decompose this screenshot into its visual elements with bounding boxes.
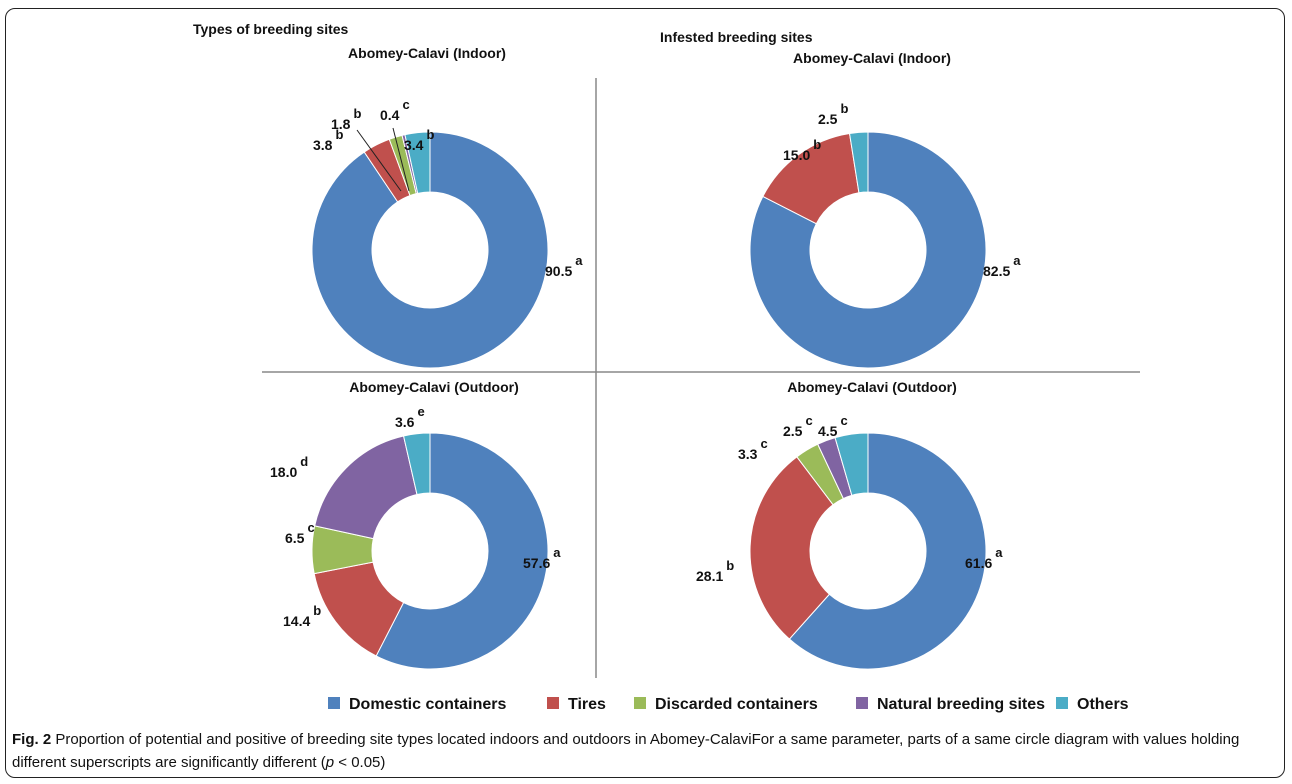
slice-value-label: 57.6: [523, 555, 550, 571]
legend-swatch: [634, 697, 646, 709]
slice-superscript: c: [760, 436, 767, 451]
legend: Domestic containers Tires Discarded contai…: [328, 696, 1129, 713]
donut-chart-3: Abomey-Calavi (Outdoor) 57.6a 14.4b 6.5c 18.…: [270, 379, 561, 670]
slice-others: [402, 432, 431, 496]
caption-p-symbol: p: [325, 754, 335, 771]
slice-value-label: 3.8: [313, 137, 333, 153]
slice-superscript: b: [726, 558, 734, 573]
chart-title: Abomey-Calavi (Indoor): [793, 50, 951, 66]
donut-chart-1: Abomey-Calavi (Indoor)90.5a3.8b1.8b 0.4c3…: [311, 45, 583, 369]
legend-swatch: [547, 697, 559, 709]
legend-label: Natural breeding sites: [877, 696, 1045, 713]
slice-superscript: b: [840, 101, 848, 116]
legend-swatch: [1056, 697, 1068, 709]
slice-others: [848, 131, 869, 194]
caption-text-end: < 0.05): [334, 754, 386, 771]
charts-group: Abomey-Calavi (Indoor)90.5a3.8b1.8b 0.4c3…: [270, 45, 1021, 670]
leader-line: [356, 129, 402, 192]
slice-superscript: a: [1013, 253, 1021, 268]
slice-domestic-containers: [788, 432, 987, 670]
slice-superscript: b: [353, 106, 361, 121]
chart-title: Abomey-Calavi (Outdoor): [349, 379, 519, 395]
slice-value-label: 4.5: [818, 423, 838, 439]
legend-label: Domestic containers: [349, 696, 506, 713]
legend-label: Discarded containers: [655, 696, 818, 713]
slice-superscript: a: [553, 545, 561, 560]
slice-value-label: 14.4: [283, 613, 310, 629]
slice-others: [834, 432, 869, 496]
figure-frame: [5, 8, 1285, 778]
slice-value-label: 82.5: [983, 263, 1010, 279]
slice-superscript: c: [805, 413, 812, 428]
slice-value-label: 15.0: [783, 147, 810, 163]
chart-title: Abomey-Calavi (Outdoor): [787, 379, 957, 395]
slice-value-label: 18.0: [270, 464, 297, 480]
slice-value-label: 3.4: [404, 137, 424, 153]
slice-superscript: a: [995, 545, 1003, 560]
slice-value-label: 3.3: [738, 446, 758, 462]
slice-domestic-containers: [375, 432, 549, 670]
slice-value-label: 1.8: [331, 116, 351, 132]
chart-title: Abomey-Calavi (Indoor): [348, 45, 506, 61]
slice-superscript: b: [313, 603, 321, 618]
slice-superscript: b: [335, 127, 343, 142]
legend-label: Others: [1077, 696, 1129, 713]
slice-value-label: 3.6: [395, 414, 415, 430]
slice-natural-breeding-sites: [314, 435, 418, 540]
slice-superscript: b: [426, 127, 434, 142]
slice-superscript: d: [300, 454, 308, 469]
slice-superscript: a: [575, 253, 583, 268]
slice-value-label: 28.1: [696, 568, 723, 584]
slice-superscript: c: [840, 413, 847, 428]
legend-label: Tires: [568, 696, 606, 713]
slice-domestic-containers: [311, 131, 549, 369]
leader-line: [392, 127, 410, 192]
slice-superscript: e: [417, 404, 424, 419]
left-section-heading: Types of breeding sites: [193, 21, 349, 37]
slice-superscript: c: [402, 97, 409, 112]
slice-value-label: 2.5: [783, 423, 803, 439]
slice-superscript: c: [307, 520, 314, 535]
slice-value-label: 61.6: [965, 555, 992, 571]
donut-chart-4: Abomey-Calavi (Outdoor)61.6a28.1b3.3c2.5…: [696, 379, 1003, 670]
figure-caption: Fig. 2 Proportion of potential and posit…: [12, 728, 1277, 774]
slice-value-label: 0.4: [380, 107, 400, 123]
slice-superscript: b: [813, 137, 821, 152]
slice-value-label: 6.5: [285, 530, 305, 546]
caption-label: Fig. 2: [12, 731, 52, 748]
slice-domestic-containers: [749, 131, 987, 369]
right-section-heading: Infested breeding sites: [660, 29, 813, 45]
legend-swatch: [328, 697, 340, 709]
caption-text: Proportion of potential and positive of …: [12, 731, 1240, 771]
slice-others: [404, 131, 431, 194]
slice-value-label: 2.5: [818, 111, 838, 127]
legend-swatch: [856, 697, 868, 709]
slice-tires: [749, 456, 834, 640]
slice-value-label: 90.5: [545, 263, 572, 279]
